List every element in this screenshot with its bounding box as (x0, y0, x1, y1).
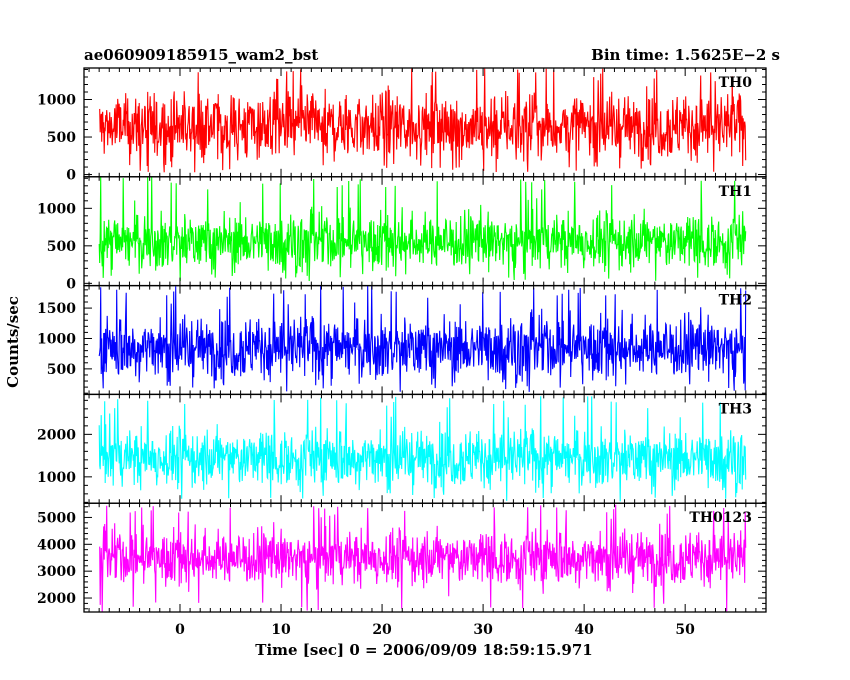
y-tick-label: 1000 (37, 470, 76, 486)
series-th0123 (98, 504, 747, 612)
y-tick-label: 500 (47, 239, 76, 255)
y-tick-label: 1000 (37, 201, 76, 217)
panel-frame (83, 502, 767, 613)
panel-label-th0: TH0 (719, 75, 753, 91)
x-tick-label: 30 (473, 622, 493, 638)
panel-th1: 0 500 1000 TH1 (37, 176, 767, 292)
panels-group: 05001000TH005001000TH150010001500TH21000… (37, 67, 767, 638)
series-th2 (98, 285, 747, 392)
y-tick-label: 0 (66, 276, 76, 292)
y-tick-label: 4000 (37, 537, 76, 553)
panel-label-th0123: TH0123 (689, 510, 752, 526)
y-tick-label: 1500 (37, 301, 76, 317)
x-tick-label: 40 (574, 622, 594, 638)
panel-th2: 500 1000 1500 TH2 (37, 284, 767, 396)
y-tick-label: 1000 (37, 331, 76, 347)
y-axis-label: Counts/sec (4, 296, 22, 388)
panel-th3: 1000 2000 TH3 (37, 393, 767, 504)
panel-label-th1: TH1 (719, 184, 752, 200)
x-tick-label: 0 (175, 622, 185, 638)
y-tick-label: 500 (47, 130, 76, 146)
x-axis-label: Time [sec] 0 = 2006/09/09 18:59:15.971 (255, 641, 592, 659)
y-tick-label: 2000 (37, 427, 76, 443)
y-tick-label: 5000 (37, 510, 76, 526)
y-tick-label: 1000 (37, 93, 76, 109)
series-th1 (98, 176, 747, 282)
series-th0 (99, 68, 747, 173)
x-tick-label: 20 (372, 622, 392, 638)
x-tick-label: 50 (675, 622, 695, 638)
chart-title: ae060909185915_wam2_bst (84, 46, 318, 64)
panel-label-th3: TH3 (719, 401, 752, 417)
panel-th0123: 2000 3000 4000 5000 TH0123 (37, 502, 767, 613)
x-tick-label: 10 (271, 622, 291, 638)
series-th3 (98, 396, 747, 502)
bin-time-label: Bin time: 1.5625E−2 s (591, 46, 780, 64)
y-tick-label: 500 (47, 362, 76, 378)
panel-label-th2: TH2 (719, 293, 752, 309)
y-tick-label: 3000 (37, 564, 76, 580)
y-tick-label: 2000 (37, 591, 76, 607)
panel-th0: 0 500 1000 TH0 (37, 67, 767, 184)
y-tick-label: 0 (66, 168, 76, 184)
